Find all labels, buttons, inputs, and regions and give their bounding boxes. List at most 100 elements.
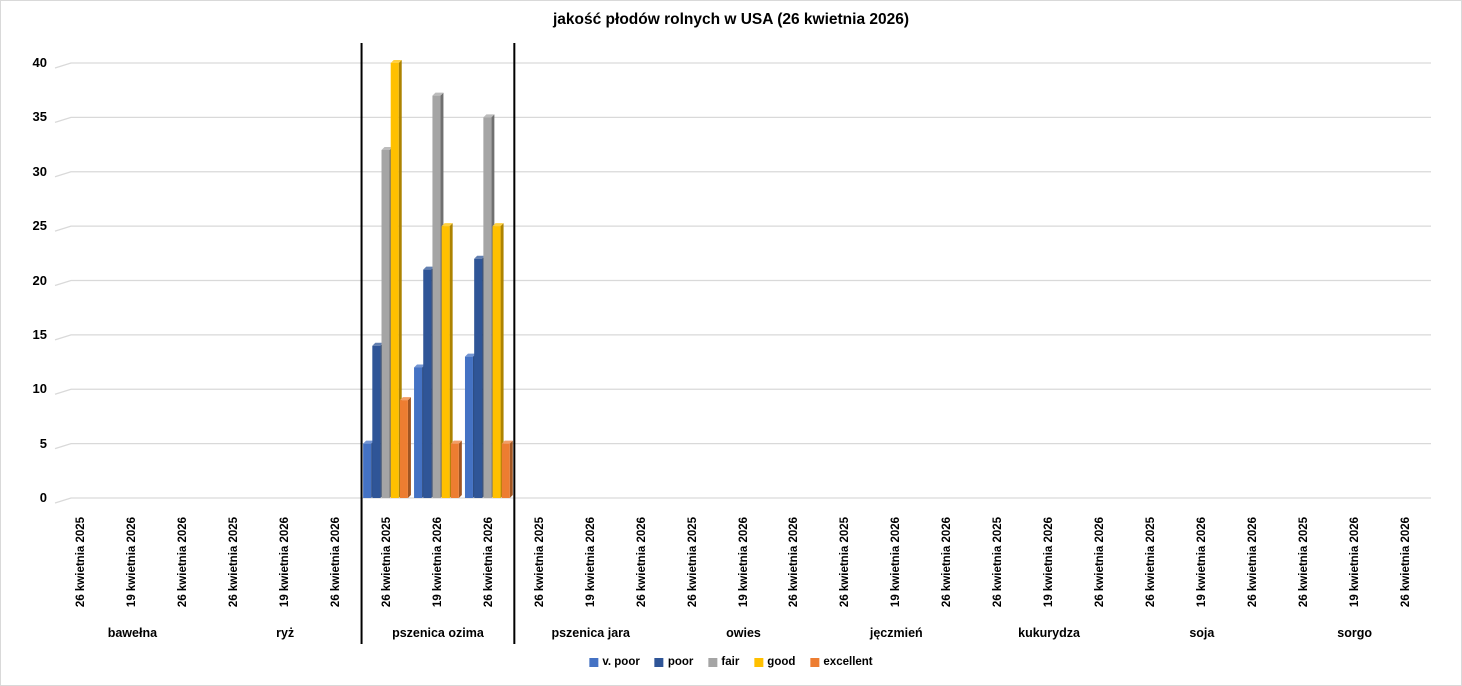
y-axis-tick-label: 20 xyxy=(32,272,47,288)
gridline xyxy=(54,225,1431,232)
legend-item: v. poor xyxy=(589,656,640,668)
x-axis-date-label: 26 kwietnia 2026 xyxy=(635,516,648,608)
bar-top-face xyxy=(363,440,375,444)
y-axis-tick-label: 0 xyxy=(39,490,47,505)
bar-top-face xyxy=(414,364,426,368)
x-axis-date-label: 26 kwietnia 2026 xyxy=(330,516,343,608)
bar-side-face xyxy=(509,440,513,498)
bar-side-face xyxy=(398,60,402,498)
bar xyxy=(363,443,372,498)
bar-side-face xyxy=(500,223,504,498)
legend-label: excellent xyxy=(823,656,873,668)
bar xyxy=(464,356,473,498)
x-axis-category-label: jęczmień xyxy=(869,626,923,640)
gridline xyxy=(54,497,1431,504)
y-axis-tick-label: 10 xyxy=(32,381,47,397)
bar-top-face xyxy=(492,223,504,227)
x-axis-date-label: 26 kwietnia 2026 xyxy=(1246,516,1259,608)
bar-top-face xyxy=(372,342,384,346)
x-axis-date-label: 26 kwietnia 2025 xyxy=(75,516,88,608)
legend-swatch-icon xyxy=(708,657,718,667)
x-axis-date-label: 19 kwietnia 2026 xyxy=(431,516,444,608)
bar xyxy=(399,400,408,498)
bar-top-face xyxy=(450,440,462,444)
bar xyxy=(390,63,399,498)
bar xyxy=(441,226,450,498)
x-axis-date-label: 19 kwietnia 2026 xyxy=(584,516,597,608)
x-axis-date-label: 26 kwietnia 2026 xyxy=(1093,516,1106,608)
legend-swatch-icon xyxy=(654,657,664,667)
legend-item: fair xyxy=(708,656,739,668)
legend-item: good xyxy=(754,656,795,668)
x-axis-date-label: 19 kwietnia 2026 xyxy=(1195,516,1208,608)
gridline xyxy=(54,388,1431,395)
legend-swatch-icon xyxy=(754,657,764,667)
y-axis-tick-label: 5 xyxy=(39,435,47,451)
y-axis-tick-label: 40 xyxy=(32,55,47,70)
chart-title: jakość płodów rolnych w USA (26 kwietnia… xyxy=(552,11,910,28)
x-axis-date-label: 26 kwietnia 2026 xyxy=(177,516,190,608)
x-axis-date-label: 19 kwietnia 2026 xyxy=(1348,516,1361,608)
gridline xyxy=(54,279,1431,287)
bar-top-face xyxy=(441,223,453,227)
x-axis-date-label: 19 kwietnia 2026 xyxy=(279,516,292,608)
x-axis-category-label: pszenica ozima xyxy=(392,626,484,640)
x-axis-date-label: 26 kwietnia 2025 xyxy=(1297,516,1310,608)
bar xyxy=(474,258,483,498)
legend-label: good xyxy=(767,656,796,668)
legend-label: v. poor xyxy=(602,656,640,668)
bar-top-face xyxy=(381,147,393,150)
y-axis-tick-label: 15 xyxy=(32,326,47,342)
bar-top-face xyxy=(423,266,435,270)
x-axis-date-label: 19 kwietnia 2026 xyxy=(126,516,139,608)
bar xyxy=(492,226,501,498)
legend-label: poor xyxy=(667,656,694,668)
x-axis-date-label: 26 kwietnia 2026 xyxy=(941,516,954,608)
bar-top-face xyxy=(474,255,486,259)
x-axis-date-label: 26 kwietnia 2025 xyxy=(228,516,241,608)
bar-top-face xyxy=(464,353,476,357)
bar-side-face xyxy=(407,397,411,498)
x-axis-category-label: bawełna xyxy=(107,626,158,640)
x-axis-category-label: kukurydza xyxy=(1018,626,1080,640)
bar xyxy=(450,443,459,498)
x-axis-date-label: 26 kwietnia 2025 xyxy=(533,516,546,608)
bar-top-face xyxy=(432,92,444,96)
gridline xyxy=(54,334,1431,341)
x-axis-category-label: ryż xyxy=(276,626,295,640)
bar-top-face xyxy=(501,440,513,444)
bar-side-face xyxy=(449,223,453,498)
x-axis-date-label: 26 kwietnia 2025 xyxy=(1144,516,1157,608)
bar xyxy=(414,367,423,498)
legend-item: poor xyxy=(654,656,694,668)
gridline xyxy=(54,171,1431,178)
legend-swatch-icon xyxy=(589,657,599,667)
x-axis-category-label: sorgo xyxy=(1337,626,1372,640)
bar xyxy=(432,95,441,498)
x-axis-date-label: 26 kwietnia 2026 xyxy=(1399,516,1412,608)
legend-swatch-icon xyxy=(810,657,820,667)
x-axis-date-label: 19 kwietnia 2026 xyxy=(737,516,750,608)
bar-top-face xyxy=(483,114,495,118)
x-axis-category-label: soja xyxy=(1189,626,1215,640)
x-axis-category-label: pszenica jara xyxy=(551,626,630,640)
y-axis-tick-label: 25 xyxy=(32,218,47,234)
legend-label: fair xyxy=(721,656,740,668)
legend-item: excellent xyxy=(810,656,873,668)
bar xyxy=(423,269,432,498)
bar xyxy=(372,345,381,498)
x-axis-date-label: 26 kwietnia 2026 xyxy=(482,516,495,608)
chart-legend: v. poor poor fair good excellent xyxy=(589,656,873,668)
x-axis-date-label: 26 kwietnia 2025 xyxy=(381,516,394,608)
x-axis-date-label: 26 kwietnia 2025 xyxy=(686,516,699,608)
bar xyxy=(483,117,492,498)
gridline xyxy=(54,116,1431,123)
gridline xyxy=(54,443,1431,450)
x-axis-date-label: 26 kwietnia 2025 xyxy=(992,516,1005,608)
y-axis-tick-label: 30 xyxy=(32,163,47,179)
x-axis-date-label: 19 kwietnia 2026 xyxy=(1043,516,1056,608)
x-axis-date-label: 26 kwietnia 2026 xyxy=(788,516,801,608)
gridline xyxy=(54,62,1431,69)
bar-top-face xyxy=(399,397,411,401)
bar-side-face xyxy=(458,440,462,498)
